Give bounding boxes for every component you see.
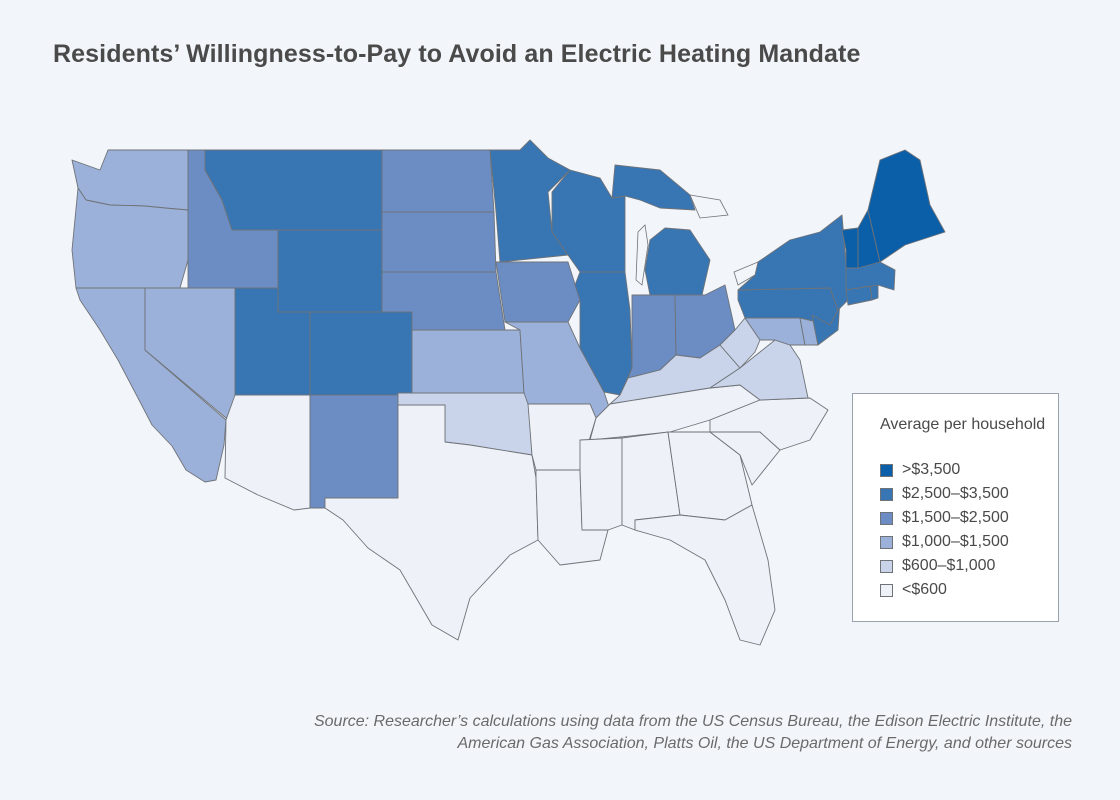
legend-title: Average per household bbox=[880, 416, 1046, 433]
legend-label: $1,500–$2,500 bbox=[902, 509, 1009, 526]
state-sd bbox=[381, 211, 497, 273]
lakes-layer bbox=[635, 194, 759, 286]
legend-item-600-1000: $600–$1,000 bbox=[880, 556, 995, 576]
legend-label: >$3,500 bbox=[902, 461, 961, 478]
state-nm bbox=[309, 394, 399, 509]
page-title: Residents’ Willingness-to-Pay to Avoid a… bbox=[53, 40, 861, 68]
state-fl bbox=[634, 504, 776, 646]
state-ca bbox=[75, 287, 227, 483]
state-il bbox=[574, 271, 633, 396]
state-az bbox=[224, 394, 311, 511]
state-tx bbox=[324, 404, 539, 641]
state-mt bbox=[204, 149, 383, 241]
legend-label: <$600 bbox=[902, 581, 947, 598]
state-wi bbox=[551, 169, 626, 273]
legend-item-1500-2500: $1,500–$2,500 bbox=[880, 508, 1009, 528]
legend-swatch bbox=[880, 487, 893, 501]
states-layer bbox=[71, 139, 946, 646]
legend-item-1000-1500: $1,000–$1,500 bbox=[880, 532, 1009, 552]
legend-swatch bbox=[880, 583, 893, 597]
state-me bbox=[867, 149, 946, 263]
legend-item-2500-3500: $2,500–$3,500 bbox=[880, 484, 1009, 504]
legend-swatch bbox=[880, 535, 893, 549]
state-va bbox=[709, 339, 809, 401]
legend-label: $2,500–$3,500 bbox=[902, 485, 1009, 502]
great-lake-1 bbox=[635, 224, 649, 286]
state-nd bbox=[381, 149, 495, 213]
legend-swatch bbox=[880, 463, 893, 477]
state-ms bbox=[579, 437, 623, 531]
legend: Average per household >$3,500 $2,500–$3,… bbox=[852, 393, 1059, 622]
legend-item-under-600: <$600 bbox=[880, 580, 947, 600]
state-vt bbox=[841, 227, 859, 269]
legend-swatch bbox=[880, 511, 893, 525]
great-lake-3 bbox=[733, 261, 759, 286]
legend-swatch bbox=[880, 559, 893, 573]
state-mn bbox=[489, 139, 571, 263]
state-ks bbox=[411, 329, 525, 394]
state-mi bbox=[611, 164, 711, 296]
great-lake-2 bbox=[689, 194, 729, 219]
source-note: Source: Researcher’s calculations using … bbox=[313, 713, 1072, 752]
state-ia bbox=[495, 261, 581, 323]
legend-label: $600–$1,000 bbox=[902, 557, 996, 574]
state-wy bbox=[277, 229, 383, 313]
state-co bbox=[309, 311, 413, 396]
legend-item-over-3500: >$3,500 bbox=[880, 460, 960, 480]
legend-label: $1,000–$1,500 bbox=[902, 533, 1009, 550]
